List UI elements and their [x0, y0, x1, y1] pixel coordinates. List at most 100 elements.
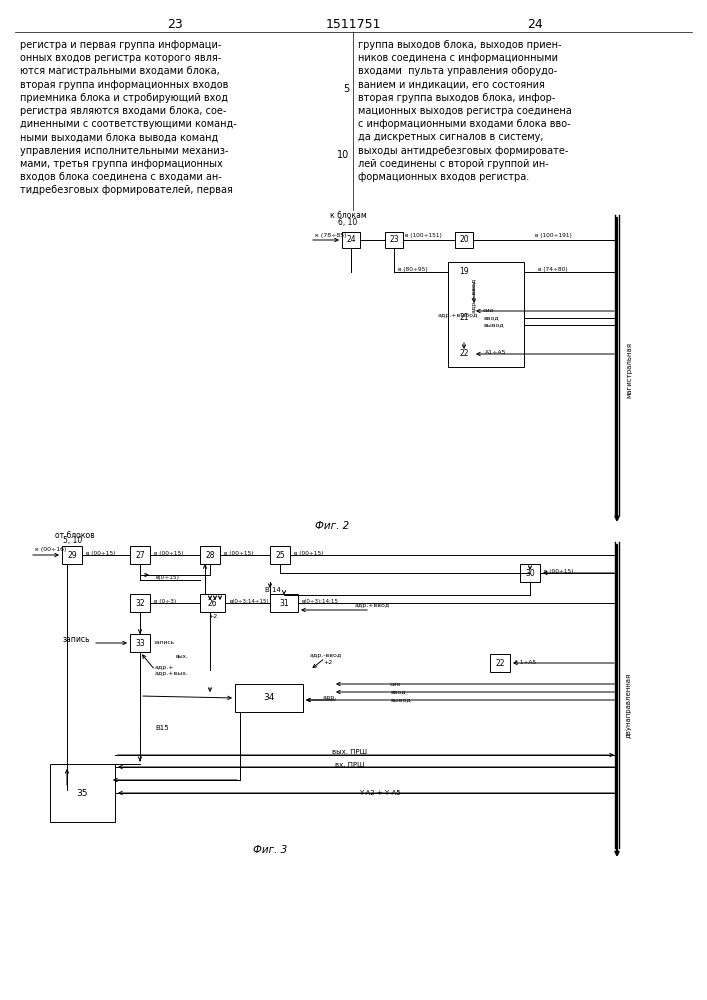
Bar	[455, 346, 473, 362]
Text: 24: 24	[527, 18, 543, 31]
Bar	[235, 684, 303, 712]
Text: в (00÷15): в (00÷15)	[294, 550, 324, 556]
Text: от блоков: от блоков	[55, 530, 95, 540]
Text: входами  пульта управления оборудо-: входами пульта управления оборудо-	[358, 66, 557, 76]
Text: 28: 28	[205, 550, 215, 560]
Bar	[490, 654, 510, 672]
Text: тидребезговых формирователей, первая: тидребезговых формирователей, первая	[20, 185, 233, 195]
Text: 23: 23	[389, 235, 399, 244]
Text: Фиг. 2: Фиг. 2	[315, 521, 349, 531]
Text: ными выходами блока вывода команд: ными выходами блока вывода команд	[20, 132, 218, 142]
Text: адр.+: адр.+	[155, 664, 175, 670]
Text: 31: 31	[279, 598, 289, 607]
Text: формационных входов регистра.: формационных входов регистра.	[358, 172, 530, 182]
Text: 5, 10: 5, 10	[63, 536, 82, 546]
Bar	[520, 564, 540, 582]
Bar	[455, 232, 473, 248]
Text: 29: 29	[67, 550, 77, 560]
Text: +2: +2	[323, 660, 332, 664]
Text: регистра являются входами блока, сое-: регистра являются входами блока, сое-	[20, 106, 226, 116]
Text: 32: 32	[135, 598, 145, 607]
Text: A1÷A5: A1÷A5	[485, 350, 506, 355]
Text: 30: 30	[525, 568, 535, 578]
Text: в (80÷95): в (80÷95)	[398, 266, 428, 271]
Text: да дискретных сигналов в систему,: да дискретных сигналов в систему,	[358, 132, 544, 142]
Bar	[130, 546, 150, 564]
Text: к блокам: к блокам	[330, 212, 367, 221]
Text: онных входов регистра которого явля-: онных входов регистра которого явля-	[20, 53, 221, 63]
Text: управления исполнительными механиз-: управления исполнительными механиз-	[20, 146, 228, 156]
Text: сио: сио	[390, 682, 402, 686]
Text: ются магистральными входами блока,: ются магистральными входами блока,	[20, 66, 220, 76]
Text: в (0÷3): в (0÷3)	[154, 599, 176, 604]
Text: вых.: вых.	[175, 654, 187, 660]
Text: сио: сио	[483, 308, 494, 314]
Text: выходы антидребезговых формировате-: выходы антидребезговых формировате-	[358, 146, 568, 156]
Text: ванием и индикации, его состояния: ванием и индикации, его состояния	[358, 80, 545, 90]
Text: в (00÷15): в (00÷15)	[86, 550, 116, 556]
Bar	[62, 546, 82, 564]
Text: в(0÷15): в(0÷15)	[156, 574, 180, 580]
Bar	[200, 594, 225, 612]
Text: в (00÷15): в (00÷15)	[154, 550, 184, 556]
Text: 24: 24	[346, 235, 356, 244]
Text: лей соединены с второй группой ин-: лей соединены с второй группой ин-	[358, 159, 549, 169]
Text: 26: 26	[208, 598, 217, 607]
Text: 10: 10	[337, 150, 349, 160]
Text: B 14: B 14	[265, 587, 281, 593]
Bar	[200, 546, 220, 564]
Text: в (00÷15): в (00÷15)	[544, 570, 573, 574]
Text: в(0÷3;14÷15): в(0÷3;14÷15)	[229, 599, 269, 604]
Text: B15: B15	[155, 725, 169, 731]
Text: 25: 25	[275, 550, 285, 560]
Text: группа выходов блока, выходов приен-: группа выходов блока, выходов приен-	[358, 40, 561, 50]
Text: 1511751: 1511751	[325, 18, 381, 31]
Text: адр.: адр.	[323, 694, 337, 700]
Text: в(0÷3);14;15: в(0÷3);14;15	[302, 599, 339, 604]
Text: регистра и первая группа информаци-: регистра и первая группа информаци-	[20, 40, 221, 50]
Bar	[270, 594, 298, 612]
Text: адр.+выбод: адр.+выбод	[438, 314, 479, 318]
Text: адр.+вых.: адр.+вых.	[155, 670, 189, 676]
Bar	[342, 232, 360, 248]
Text: вых. ПРШ: вых. ПРШ	[332, 749, 368, 755]
Text: 20: 20	[459, 235, 469, 244]
Text: в (74÷80): в (74÷80)	[538, 266, 568, 271]
Text: запись: запись	[154, 640, 175, 645]
Text: A 1÷A5: A 1÷A5	[514, 660, 536, 664]
Text: входов блока соединена с входами ан-: входов блока соединена с входами ан-	[20, 172, 222, 182]
Text: ввод: ввод	[390, 690, 406, 694]
Bar	[455, 308, 473, 326]
Text: 6, 10: 6, 10	[338, 218, 357, 227]
Text: вторая группа выходов блока, инфор-: вторая группа выходов блока, инфор-	[358, 93, 556, 103]
Text: в (100÷151): в (100÷151)	[404, 233, 441, 238]
Text: ников соединена с информационными: ников соединена с информационными	[358, 53, 558, 63]
Text: двунаправленная: двунаправленная	[626, 672, 632, 738]
Text: мационных выходов регистра соединена: мационных выходов регистра соединена	[358, 106, 572, 116]
Text: 27: 27	[135, 550, 145, 560]
Bar	[448, 262, 524, 367]
Text: адр.+ввод: адр.+ввод	[355, 602, 390, 607]
Text: 22: 22	[460, 350, 469, 359]
Text: Фиг. 3: Фиг. 3	[253, 845, 287, 855]
Text: диненными с соответствующими команд-: диненными с соответствующими команд-	[20, 119, 237, 129]
Bar	[455, 264, 473, 280]
Bar	[130, 634, 150, 652]
Text: 21: 21	[460, 312, 469, 322]
Text: 33: 33	[135, 639, 145, 648]
Text: вывод: вывод	[390, 698, 411, 702]
Text: 23: 23	[167, 18, 183, 31]
Bar	[270, 546, 290, 564]
Text: 5: 5	[343, 84, 349, 94]
Text: приемника блока и стробирующий вход: приемника блока и стробирующий вход	[20, 93, 228, 103]
Text: к (78÷85): к (78÷85)	[315, 232, 346, 237]
Text: в (100÷191): в (100÷191)	[534, 233, 571, 238]
Bar	[50, 764, 115, 822]
Text: магистральная: магистральная	[626, 342, 632, 398]
Text: к (00÷16): к (00÷16)	[35, 548, 66, 552]
Text: +2: +2	[209, 613, 218, 618]
Text: 35: 35	[77, 788, 88, 798]
Bar	[385, 232, 403, 248]
Text: адр.+ввод: адр.+ввод	[472, 277, 477, 313]
Text: запись: запись	[62, 636, 90, 645]
